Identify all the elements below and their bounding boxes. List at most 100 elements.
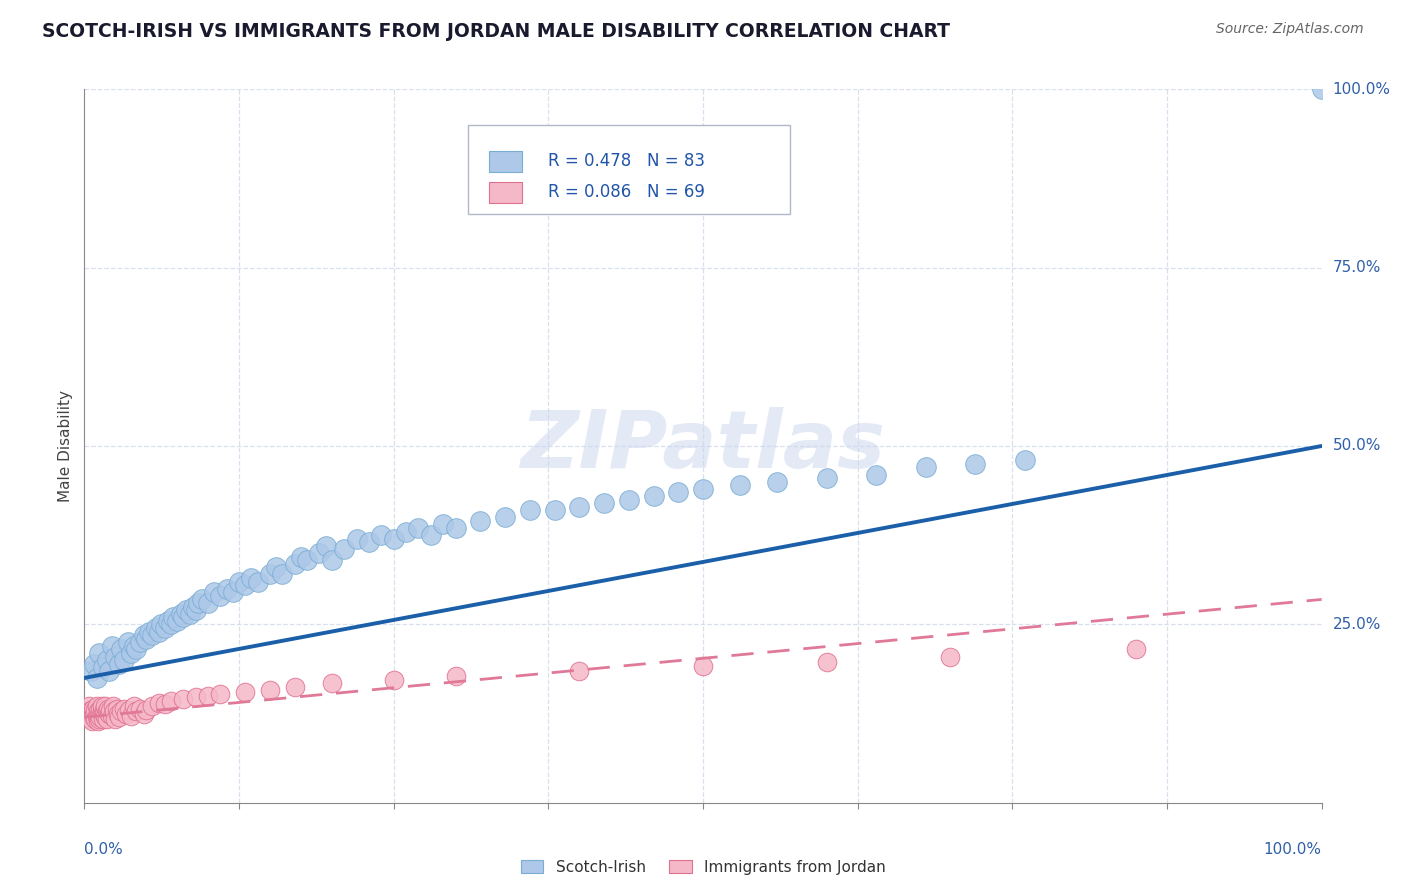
Text: 100.0%: 100.0%: [1333, 82, 1391, 96]
Point: [519, 503, 541, 517]
Point: [1310, 82, 1333, 96]
Point: [346, 532, 368, 546]
Point: [82, 701, 104, 715]
Point: [160, 694, 183, 708]
Point: [264, 560, 287, 574]
Point: [766, 475, 789, 489]
Point: [86, 708, 108, 723]
Point: [82, 705, 104, 719]
Point: [295, 553, 318, 567]
Point: [115, 706, 138, 721]
Point: [209, 589, 232, 603]
Point: [84, 703, 107, 717]
Point: [815, 655, 838, 669]
Point: [150, 617, 173, 632]
Point: [315, 539, 337, 553]
Point: [117, 635, 139, 649]
Point: [157, 614, 180, 628]
Point: [432, 517, 454, 532]
Point: [122, 639, 145, 653]
Point: [1014, 453, 1036, 467]
Point: [271, 567, 294, 582]
Point: [187, 596, 209, 610]
Point: [643, 489, 665, 503]
Text: 50.0%: 50.0%: [1333, 439, 1381, 453]
Point: [170, 607, 193, 621]
Point: [98, 706, 121, 721]
Point: [153, 621, 176, 635]
Text: 0.0%: 0.0%: [84, 842, 124, 856]
Point: [96, 705, 118, 719]
Point: [568, 664, 591, 678]
Point: [79, 712, 101, 726]
Point: [83, 706, 105, 721]
Point: [284, 680, 307, 694]
Point: [125, 642, 148, 657]
Point: [172, 610, 194, 624]
Point: [96, 653, 118, 667]
Point: [89, 712, 111, 726]
Text: 25.0%: 25.0%: [1333, 617, 1381, 632]
Point: [692, 482, 714, 496]
Point: [110, 642, 132, 657]
Point: [89, 646, 111, 660]
Point: [395, 524, 418, 539]
Point: [444, 669, 467, 683]
Point: [184, 603, 207, 617]
Point: [357, 535, 380, 549]
Point: [166, 614, 188, 628]
Point: [141, 699, 163, 714]
Point: [162, 610, 184, 624]
Point: [79, 664, 101, 678]
Point: [215, 582, 238, 596]
FancyBboxPatch shape: [468, 125, 790, 214]
Point: [222, 585, 245, 599]
Point: [197, 596, 219, 610]
Point: [197, 689, 219, 703]
Text: SCOTCH-IRISH VS IMMIGRANTS FROM JORDAN MALE DISABILITY CORRELATION CHART: SCOTCH-IRISH VS IMMIGRANTS FROM JORDAN M…: [42, 22, 950, 41]
FancyBboxPatch shape: [489, 151, 523, 172]
Point: [135, 703, 157, 717]
Point: [129, 635, 152, 649]
Point: [125, 705, 148, 719]
Point: [494, 510, 516, 524]
Point: [100, 708, 122, 723]
Point: [179, 607, 201, 621]
Point: [129, 701, 152, 715]
Y-axis label: Male Disability: Male Disability: [58, 390, 73, 502]
Point: [90, 705, 112, 719]
Point: [965, 457, 987, 471]
Point: [98, 664, 121, 678]
Point: [914, 460, 936, 475]
Point: [84, 712, 107, 726]
Point: [321, 553, 343, 567]
Point: [233, 685, 256, 699]
Point: [79, 703, 101, 717]
Point: [543, 503, 565, 517]
Point: [104, 712, 127, 726]
Point: [145, 621, 167, 635]
Point: [153, 698, 176, 712]
Point: [89, 706, 111, 721]
Point: [80, 714, 103, 728]
Point: [470, 514, 492, 528]
Point: [728, 478, 751, 492]
Point: [148, 696, 170, 710]
Point: [138, 624, 160, 639]
Point: [408, 521, 430, 535]
Text: ZIPatlas: ZIPatlas: [520, 407, 886, 485]
Point: [444, 521, 467, 535]
Point: [865, 467, 887, 482]
Point: [91, 712, 114, 726]
Point: [382, 532, 405, 546]
Point: [233, 578, 256, 592]
Point: [181, 599, 204, 614]
Point: [97, 701, 120, 715]
Point: [83, 657, 105, 671]
Point: [101, 699, 124, 714]
Point: [568, 500, 591, 514]
Text: 75.0%: 75.0%: [1333, 260, 1381, 275]
Point: [105, 701, 128, 715]
Point: [91, 708, 114, 723]
Text: R = 0.086   N = 69: R = 0.086 N = 69: [548, 184, 706, 202]
